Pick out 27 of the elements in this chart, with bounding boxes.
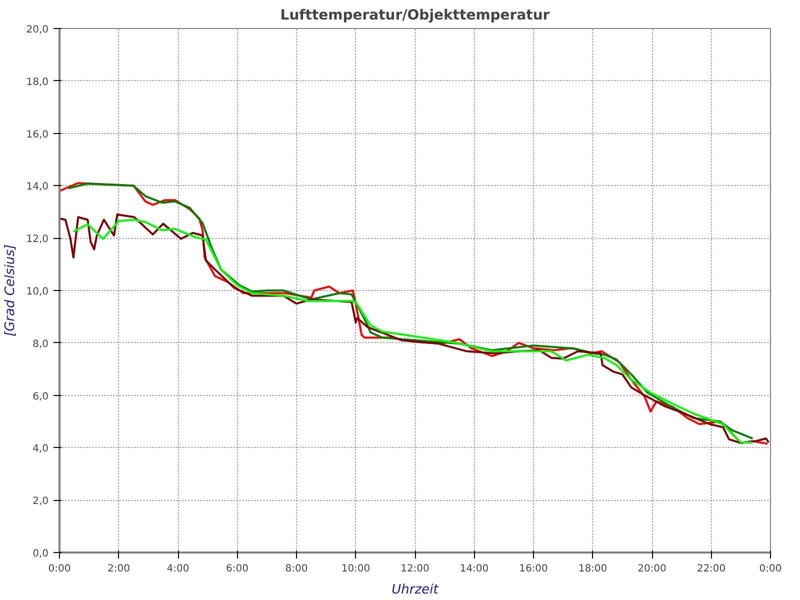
y-tick-label: 18,0 [26, 76, 48, 88]
x-tick-label: 14:00 [460, 564, 489, 574]
x-tick-label: 2:00 [108, 564, 130, 574]
x-tick-label: 18:00 [578, 564, 608, 574]
x-tick-label: 22:00 [696, 564, 726, 574]
y-tick-label: 2,0 [32, 496, 49, 508]
y-tick-label: 16,0 [26, 129, 48, 140]
x-tick-label: 4:00 [166, 564, 190, 574]
x-tick-label: 6:00 [226, 564, 248, 574]
x-tick-label: 10:00 [341, 564, 370, 574]
x-tick-label: 0:00 [48, 564, 71, 574]
x-axis-title: Uhrzeit [392, 582, 440, 598]
x-tick-label: 8:00 [285, 564, 308, 574]
y-tick-label: 10,0 [26, 286, 48, 298]
y-tick-label: 12,0 [26, 234, 48, 246]
y-tick-label: 0,0 [32, 548, 49, 560]
x-tick-label: 12:00 [400, 564, 430, 574]
x-tick-label: 16:00 [519, 564, 548, 574]
y-tick-label: 6,0 [32, 391, 49, 402]
y-tick-label: 20,0 [26, 24, 48, 36]
chart-title: Lufttemperatur/Objekttemperatur [280, 8, 550, 24]
y-tick-label: 14,0 [26, 182, 48, 193]
x-tick-label: 20:00 [638, 564, 666, 574]
y-axis-title: [Grad Celsius] [3, 244, 18, 336]
y-tick-label: 8,0 [32, 338, 49, 350]
x-tick-label: 0:00 [759, 564, 782, 574]
y-tick-label: 4,0 [32, 444, 49, 455]
